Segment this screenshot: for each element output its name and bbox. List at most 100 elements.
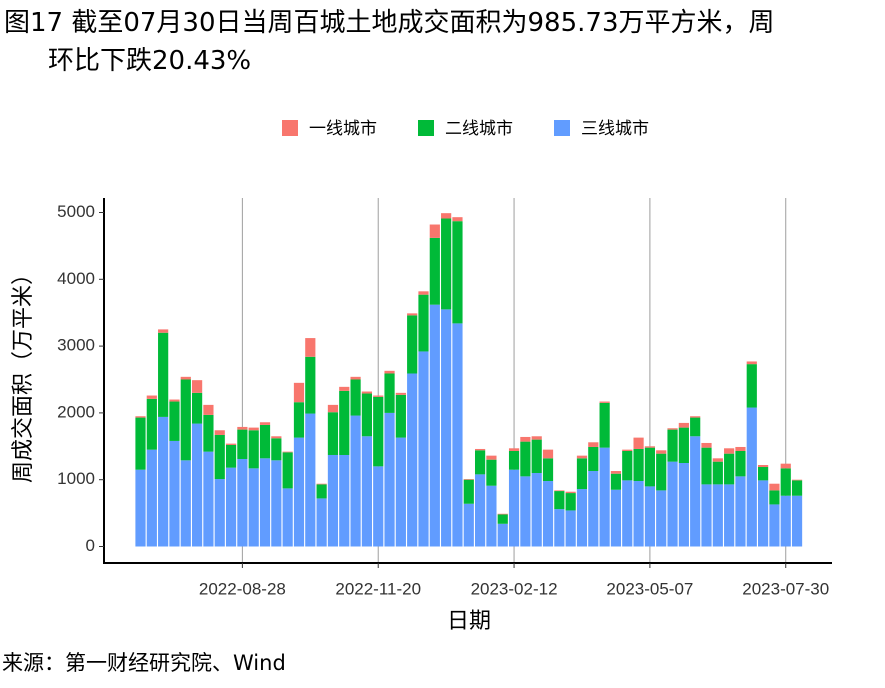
bar-segment	[350, 376, 361, 380]
bar-segment	[542, 458, 554, 482]
bar-segment	[452, 323, 463, 547]
bar-segment	[667, 461, 678, 547]
y-tick-label: 5000	[57, 202, 95, 221]
bar-segment	[667, 428, 678, 430]
y-tick-label: 1000	[57, 469, 95, 488]
bar-segment	[463, 479, 474, 504]
bar-segment	[237, 426, 248, 430]
bar-segment	[475, 450, 486, 475]
bar-segment	[146, 395, 157, 399]
chart-title-line1: 图17 截至07月30日当周百城土地成交面积为985.73万平方米，周	[4, 8, 775, 38]
bar-segment	[407, 315, 418, 374]
bar-segment	[712, 461, 723, 485]
legend-label-1: 二线城市	[445, 119, 513, 139]
y-tick-label: 3000	[57, 336, 95, 355]
bar-segment	[486, 455, 497, 460]
bar-segment	[486, 459, 497, 486]
bar-segment	[735, 450, 746, 477]
bar-segment	[746, 407, 757, 547]
bar-segment	[622, 450, 633, 481]
bar-segment	[690, 417, 701, 437]
bar-segment	[350, 379, 361, 416]
bar-segment	[339, 386, 350, 391]
bar-segment	[678, 463, 689, 547]
bar-segment	[554, 509, 565, 547]
bar-segment	[520, 441, 531, 477]
y-tick-label: 4000	[57, 269, 95, 288]
bar-segment	[746, 361, 757, 365]
bar-segment	[497, 514, 508, 524]
bars	[135, 213, 803, 547]
bar-segment	[565, 510, 576, 547]
bar-segment	[146, 398, 157, 450]
bar-segment	[599, 401, 610, 403]
bar-segment	[361, 436, 372, 547]
bar-segment	[724, 448, 735, 454]
bar-segment	[724, 453, 735, 485]
bar-segment	[316, 483, 327, 485]
bar-segment	[588, 471, 599, 547]
bar-segment	[791, 495, 803, 547]
bar-segment	[622, 449, 633, 451]
bar-segment	[565, 491, 576, 494]
bar-segment	[225, 467, 237, 547]
bar-segment	[724, 484, 735, 547]
y-tick-label: 0	[86, 536, 95, 555]
bar-segment	[769, 504, 780, 547]
bar-segment	[633, 448, 644, 482]
bar-segment	[452, 221, 463, 324]
x-tick-label: 2023-07-30	[742, 579, 829, 598]
bar-segment	[475, 448, 486, 451]
bar-segment	[418, 291, 429, 295]
bar-segment	[656, 490, 667, 547]
bar-segment	[599, 402, 610, 448]
bar-segment	[384, 373, 395, 413]
bar-segment	[463, 479, 474, 480]
bar-segment	[758, 465, 769, 467]
bar-segment	[576, 458, 588, 490]
bar-segment	[712, 484, 723, 547]
bar-segment	[237, 458, 248, 547]
bar-segment	[678, 422, 689, 428]
bar-segment	[542, 481, 554, 547]
bar-segment	[497, 513, 508, 515]
bar-segment	[497, 523, 508, 547]
bar-segment	[361, 393, 372, 437]
bar-segment	[588, 442, 599, 447]
bar-segment	[508, 469, 520, 547]
bar-segment	[259, 458, 271, 547]
bar-segment	[305, 356, 316, 414]
bar-segment	[316, 484, 327, 499]
legend-label-2: 三线城市	[581, 119, 649, 139]
bar-segment	[667, 429, 678, 462]
bar-segment	[339, 390, 350, 455]
bar-segment	[225, 443, 237, 445]
bar-segment	[644, 486, 655, 547]
bar-segment	[644, 446, 655, 448]
x-tick-label: 2022-11-20	[335, 579, 421, 598]
bar-segment	[690, 436, 701, 547]
bar-segment	[282, 452, 293, 489]
bar-segment	[508, 448, 520, 451]
bar-segment	[780, 495, 791, 547]
bar-segment	[780, 463, 791, 469]
bar-segment	[701, 447, 712, 485]
bar-segment	[214, 430, 225, 435]
bar-segment	[271, 438, 282, 461]
bar-segment	[418, 294, 429, 352]
chart-title-line2: 环比下跌20.43%	[48, 46, 252, 76]
bar-segment	[633, 481, 644, 547]
bar-segment	[429, 224, 440, 238]
bar-segment	[214, 479, 225, 547]
bar-segment	[305, 338, 316, 357]
y-axis-title: 周成交面积（万平米）	[11, 263, 36, 483]
bar-segment	[158, 416, 169, 547]
x-tick-label: 2023-02-12	[471, 579, 558, 598]
bar-segment	[373, 466, 384, 547]
bar-segment	[293, 382, 305, 403]
bar-segment	[158, 329, 169, 333]
bar-segment	[395, 392, 406, 395]
bar-segment	[486, 485, 497, 547]
bar-segment	[259, 424, 271, 459]
legend-swatch-2	[554, 120, 570, 136]
